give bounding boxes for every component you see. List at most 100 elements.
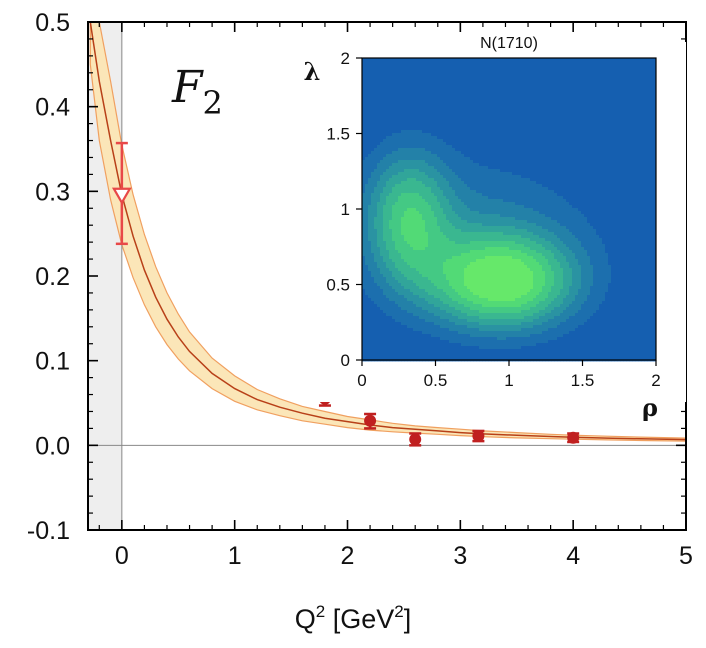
contour-cell [530, 115, 534, 119]
contour-cell [626, 160, 630, 164]
contour-cell [536, 61, 540, 65]
contour-cell [572, 100, 576, 104]
contour-cell [500, 91, 504, 95]
contour-cell [398, 130, 402, 134]
contour-cell [635, 175, 639, 179]
contour-cell [584, 94, 588, 98]
contour-cell [458, 79, 462, 83]
contour-cell [443, 88, 447, 92]
contour-cell [389, 193, 393, 197]
contour-cell [377, 139, 381, 143]
contour-cell [587, 82, 591, 86]
contour-cell [482, 178, 486, 182]
contour-cell [368, 97, 372, 101]
contour-cell [461, 193, 465, 197]
contour-cell [602, 157, 606, 161]
contour-cell [539, 97, 543, 101]
contour-cell [638, 79, 642, 83]
contour-cell [419, 73, 423, 77]
contour-cell [560, 142, 564, 146]
contour-cell [458, 196, 462, 200]
contour-cell [545, 82, 549, 86]
contour-cell [569, 139, 573, 143]
contour-cell [467, 166, 471, 170]
contour-cell [533, 166, 537, 170]
contour-cell [365, 79, 369, 83]
contour-cell [596, 130, 600, 134]
contour-cell [632, 124, 636, 128]
contour-cell [497, 91, 501, 95]
contour-cell [464, 124, 468, 128]
contour-cell [587, 130, 591, 134]
contour-cell [560, 82, 564, 86]
contour-cell [596, 148, 600, 152]
contour-cell [587, 67, 591, 71]
contour-cell [539, 85, 543, 89]
contour-cell [581, 190, 585, 194]
contour-cell [635, 85, 639, 89]
contour-cell [440, 76, 444, 80]
contour-cell [398, 118, 402, 122]
contour-cell [590, 106, 594, 110]
contour-cell [632, 112, 636, 116]
contour-cell [416, 76, 420, 80]
contour-cell [518, 145, 522, 149]
contour-cell [419, 133, 423, 137]
contour-cell [572, 145, 576, 149]
contour-cell [449, 184, 453, 188]
contour-cell [614, 85, 618, 89]
contour-cell [464, 184, 468, 188]
contour-cell [440, 199, 444, 203]
contour-cell [377, 133, 381, 137]
main-plot: 0 1 2 3 4 5-0.10.00.10.20.30.40.5 F2 Q2 [GeV2… [27, 9, 693, 634]
contour-cell [521, 133, 525, 137]
contour-cell [587, 112, 591, 116]
contour-cell [395, 85, 399, 89]
contour-cell [554, 142, 558, 146]
contour-cell [518, 91, 522, 95]
contour-cell [548, 58, 552, 62]
contour-cell [509, 91, 513, 95]
contour-cell [629, 178, 633, 182]
contour-cell [425, 130, 429, 134]
contour-cell [509, 202, 513, 206]
contour-cell [641, 91, 645, 95]
contour-cell [368, 145, 372, 149]
contour-cell [458, 82, 462, 86]
contour-cell [611, 202, 615, 206]
contour-cell [416, 139, 420, 143]
contour-cell [593, 151, 597, 155]
contour-cell [485, 169, 489, 173]
contour-cell [653, 178, 657, 182]
contour-cell [515, 124, 519, 128]
contour-cell [545, 133, 549, 137]
contour-cell [641, 199, 645, 203]
contour-cell [587, 94, 591, 98]
contour-cell [647, 136, 651, 140]
contour-cell [635, 94, 639, 98]
contour-cell [614, 175, 618, 179]
contour-cell [449, 202, 453, 206]
contour-cell [497, 115, 501, 119]
contour-cell [377, 121, 381, 125]
contour-cell [410, 199, 414, 203]
contour-cell [464, 91, 468, 95]
contour-cell [566, 151, 570, 155]
contour-cell [410, 61, 414, 65]
contour-cell [506, 76, 510, 80]
contour-cell [365, 166, 369, 170]
contour-cell [425, 67, 429, 71]
contour-cell [620, 151, 624, 155]
contour-cell [596, 178, 600, 182]
contour-cell [371, 79, 375, 83]
contour-cell [437, 88, 441, 92]
contour-cell [449, 169, 453, 173]
contour-cell [368, 112, 372, 116]
contour-cell [557, 160, 561, 164]
contour-cell [386, 199, 390, 203]
contour-cell [590, 142, 594, 146]
contour-cell [374, 112, 378, 116]
contour-cell [365, 190, 369, 194]
contour-cell [635, 172, 639, 176]
contour-cell [617, 178, 621, 182]
